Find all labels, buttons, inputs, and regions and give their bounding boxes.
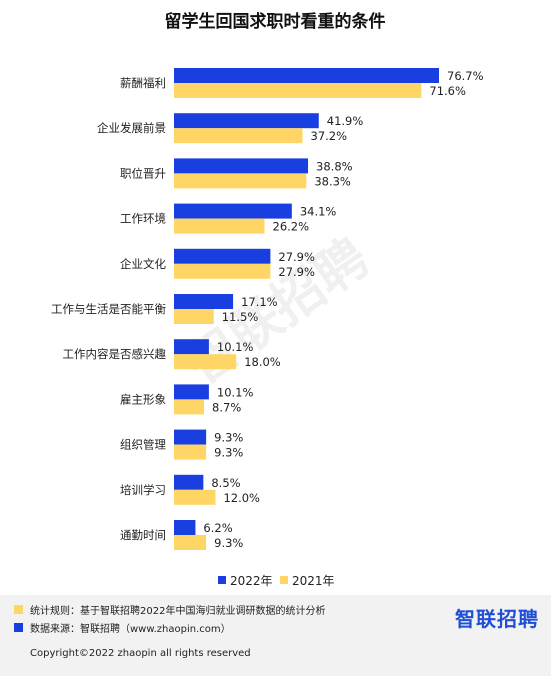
footer (0, 595, 551, 676)
data-label: 17.1% (241, 295, 278, 309)
data-label: 38.8% (316, 159, 353, 173)
bar-2022年 (174, 429, 207, 445)
bar-2021年 (174, 354, 237, 370)
category-label: 工作与生活是否能平衡 (51, 302, 166, 316)
data-label: 76.7% (447, 69, 484, 83)
category-label: 工作内容是否感兴趣 (63, 347, 167, 361)
bar-2022年 (174, 520, 196, 535)
data-label: 12.0% (223, 491, 260, 505)
zhaopin-logo: 智联招聘 (455, 607, 539, 631)
data-label: 9.3% (214, 536, 243, 550)
data-label: 27.9% (278, 250, 315, 264)
data-label: 9.3% (214, 431, 243, 445)
data-label: 8.5% (211, 476, 240, 490)
bar-2021年 (174, 83, 422, 98)
category-label: 薪酬福利 (120, 76, 166, 90)
data-label: 71.6% (429, 84, 466, 98)
note-yellow-swatch (14, 605, 23, 614)
data-label: 41.9% (327, 114, 364, 128)
bar-2022年 (174, 339, 209, 355)
data-label: 6.2% (203, 521, 232, 535)
data-label: 34.1% (300, 205, 337, 219)
note-source-text: 数据来源：智联招聘（www.zhaopin.com） (30, 624, 231, 635)
bar-2022年 (174, 474, 204, 490)
bar-2022年 (174, 294, 234, 309)
category-label: 企业文化 (120, 257, 166, 271)
bar-2021年 (174, 173, 307, 189)
bar-2022年 (174, 113, 319, 129)
category-label: 工作环境 (120, 212, 166, 226)
category-label: 通勤时间 (120, 528, 166, 542)
data-label: 10.1% (217, 340, 254, 354)
category-label: 职位晋升 (120, 166, 166, 180)
bar-2022年 (174, 384, 209, 400)
data-label: 26.2% (273, 220, 310, 234)
data-label: 10.1% (217, 385, 254, 399)
category-label: 企业发展前景 (97, 121, 166, 135)
bar-2021年 (174, 263, 271, 279)
legend-swatch (280, 576, 288, 584)
data-label: 9.3% (214, 446, 243, 460)
data-label: 8.7% (212, 400, 241, 414)
note-rule-text: 统计规则：基于智联招聘2022年中国海归就业调研数据的统计分析 (30, 606, 326, 617)
data-label: 18.0% (244, 355, 281, 369)
bar-2021年 (174, 218, 265, 234)
bar-2021年 (174, 535, 207, 550)
footer-note-rule: 统计规则：基于智联招聘2022年中国海归就业调研数据的统计分析 (14, 602, 325, 617)
data-label: 37.2% (311, 129, 348, 143)
data-label: 38.3% (314, 174, 351, 188)
note-blue-swatch (14, 623, 23, 632)
category-label: 组织管理 (120, 438, 166, 452)
category-label: 培训学习 (120, 483, 166, 497)
bar-2022年 (174, 248, 271, 264)
legend-label: 2021年 (292, 574, 335, 588)
bar-2022年 (174, 203, 292, 219)
bar-2021年 (174, 309, 214, 324)
bar-2022年 (174, 68, 439, 83)
data-label: 27.9% (278, 265, 315, 279)
copyright-text: Copyright©2022 zhaopin all rights reserv… (30, 648, 251, 659)
footer-note-source: 数据来源：智联招聘（www.zhaopin.com） (14, 620, 231, 635)
bar-2021年 (174, 399, 205, 415)
legend-label: 2022年 (230, 574, 273, 588)
bar-2021年 (174, 444, 207, 460)
bar-chart: 留学生回国求职时看重的条件 薪酬福利 76.7%71.6%企业发展前景 41.9%3… (51, 11, 484, 588)
legend-swatch (218, 576, 226, 584)
category-label: 雇主形象 (120, 392, 166, 406)
bar-2022年 (174, 158, 309, 174)
chart-title: 留学生回国求职时看重的条件 (165, 11, 386, 32)
data-label: 11.5% (222, 310, 259, 324)
bar-2021年 (174, 128, 303, 144)
bar-2021年 (174, 489, 216, 505)
